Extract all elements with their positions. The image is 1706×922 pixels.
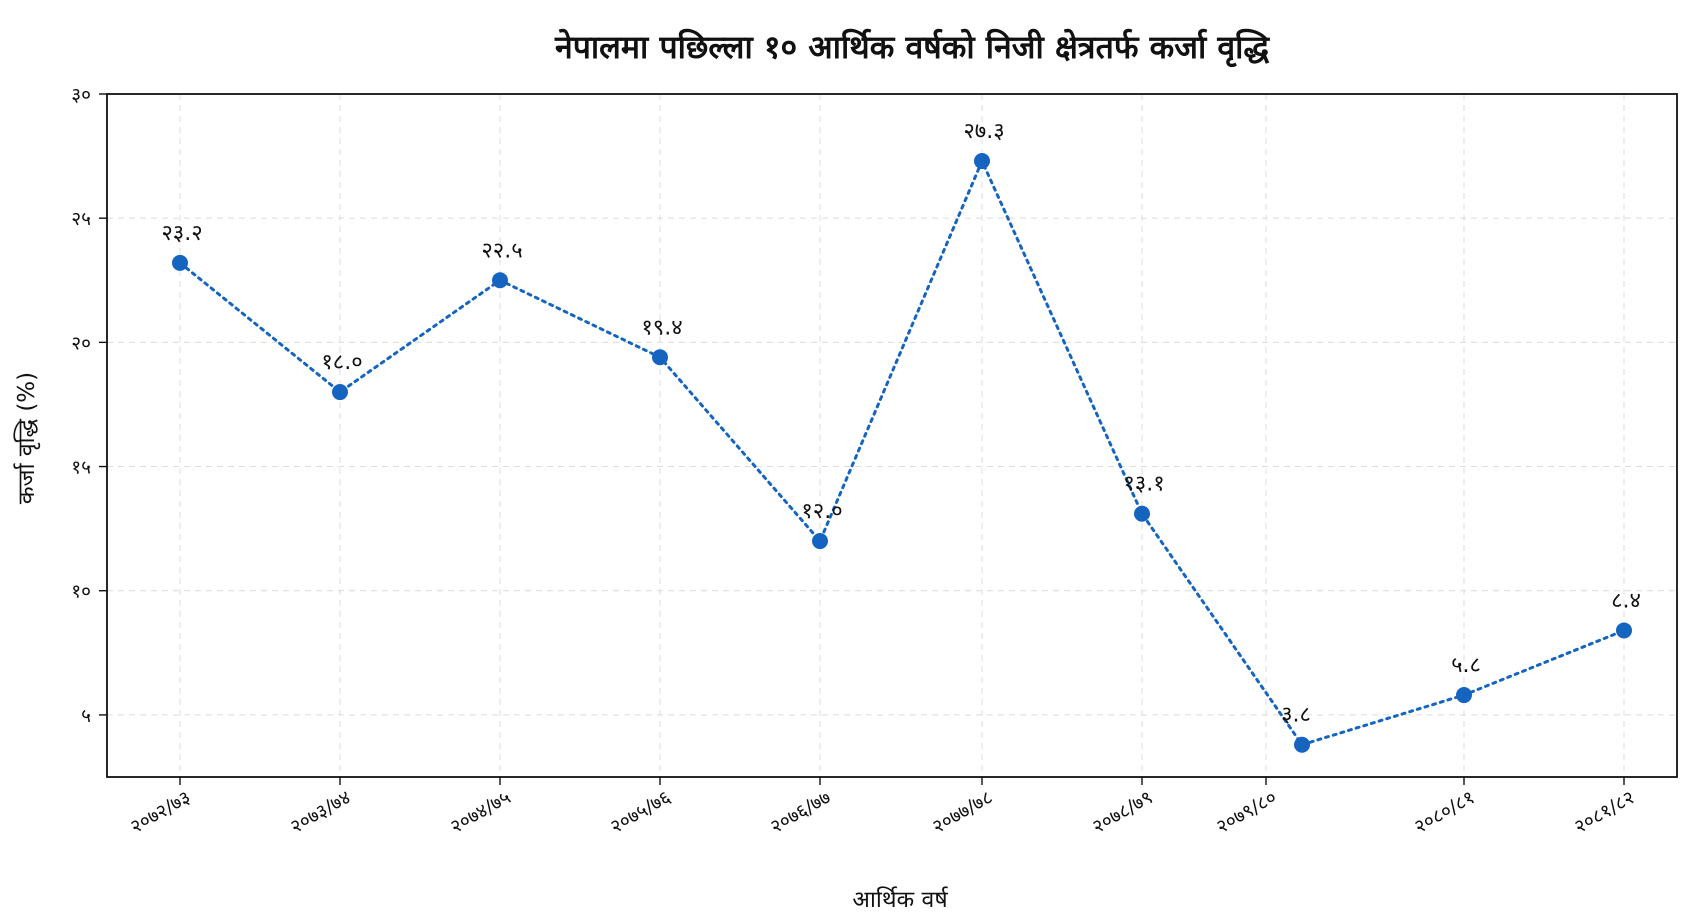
y-tick-label: २५ (71, 208, 91, 230)
x-tick-label: २०८१/८२ (1571, 786, 1639, 838)
data-point (1294, 736, 1310, 753)
x-tick-label: २०७२/७३ (127, 786, 195, 838)
grid-layer (107, 93, 1677, 777)
y-tick-label: २० (71, 332, 91, 354)
x-tick-label: २०७८/७९ (1089, 786, 1157, 838)
data-point (1456, 687, 1472, 704)
series-line (178, 157, 1626, 747)
x-tick-label: २०७६/७७ (767, 786, 835, 838)
x-tick-label: २०८०/८१ (1411, 786, 1479, 838)
data-label: १९.४ (641, 315, 682, 340)
data-point (492, 272, 508, 289)
y-tick-label: ५ (81, 705, 91, 727)
data-point (974, 153, 990, 170)
data-label: १२.० (801, 499, 842, 524)
data-label: ५.८ (1451, 653, 1481, 678)
data-point (172, 254, 188, 271)
data-point (332, 384, 348, 401)
y-tick-label: १५ (71, 457, 91, 479)
data-label: २२.५ (481, 238, 522, 263)
data-point (812, 533, 828, 550)
data-label: १३.१ (1123, 472, 1164, 497)
labels-layer: २३.२ १८.० २२.५ १९.४ १२.० २७.३ १३.१ ३.८ ५.८ ८.४ (161, 119, 1641, 728)
x-tick-label: २०७७/७८ (929, 786, 997, 838)
chart-title: नेपालमा पछिल्ला १० आर्थिक वर्षको निजी क्… (554, 28, 1271, 68)
plot-frame (106, 93, 1678, 778)
x-tick-label: २०७५/७६ (607, 786, 675, 838)
x-tick-label: २०७९/८० (1213, 786, 1281, 838)
axes-layer: ५ १० १५ २० २५ ३० २०७२/७३ २०७३/७४ २०७४/७५ २०७५/७६ २… (71, 84, 1678, 838)
data-label: २३.२ (161, 221, 202, 246)
data-label: ८.४ (1611, 588, 1641, 613)
y-tick-label: १० (71, 581, 91, 603)
data-point (652, 349, 668, 366)
x-axis-label: आर्थिक वर्ष (852, 886, 948, 913)
data-label: २७.३ (963, 119, 1004, 144)
x-tick-label: २०७३/७४ (287, 786, 355, 838)
data-point (1134, 505, 1150, 522)
data-label: १८.० (321, 350, 362, 375)
y-tick-label: ३० (71, 84, 91, 106)
data-label: ३.८ (1281, 703, 1311, 728)
data-point (1616, 622, 1632, 639)
series-layer (172, 153, 1632, 753)
x-tick-label: २०७४/७५ (447, 786, 515, 838)
y-axis-label: कर्जा वृद्धि (%) (13, 372, 41, 504)
